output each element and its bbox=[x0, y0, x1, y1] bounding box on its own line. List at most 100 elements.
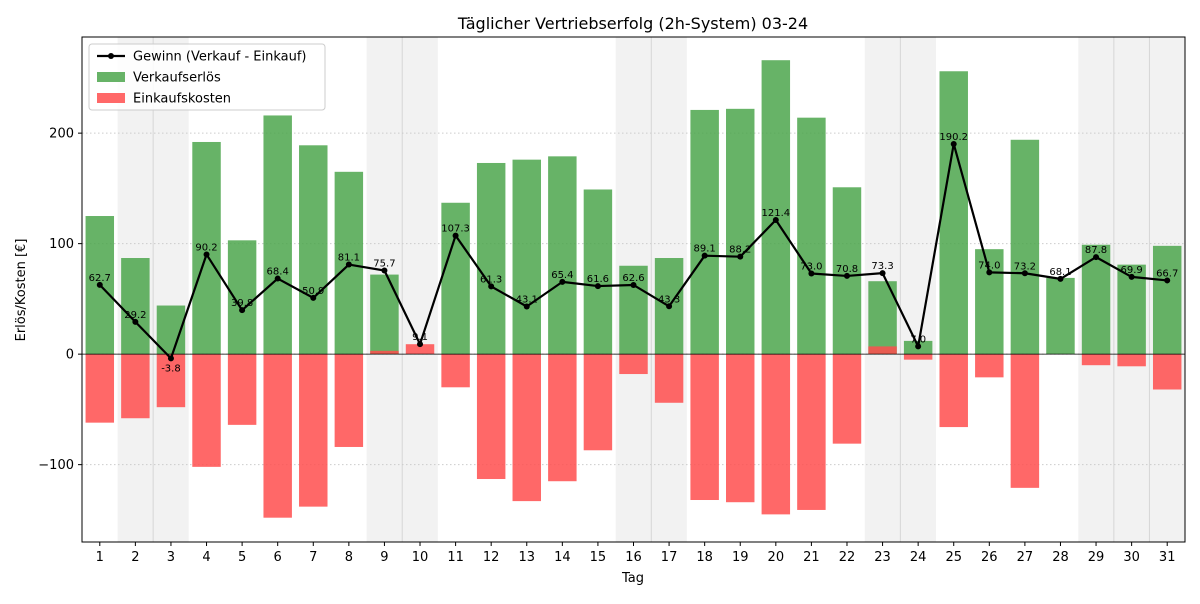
cost-bar bbox=[476, 354, 506, 480]
legend: Gewinn (Verkauf - Einkauf) Verkaufserlös E… bbox=[88, 43, 326, 111]
profit-marker bbox=[630, 281, 637, 288]
x-tick-label: 30 bbox=[1123, 550, 1140, 565]
x-tick-label: 26 bbox=[981, 550, 998, 565]
x-tick-label: 6 bbox=[274, 550, 282, 565]
revenue-bar bbox=[761, 60, 791, 355]
revenue-bar bbox=[548, 156, 577, 355]
profit-data-label: 190.2 bbox=[939, 132, 968, 143]
x-tick-label: 12 bbox=[483, 550, 500, 565]
x-tick-label: 10 bbox=[412, 550, 429, 565]
profit-data-label: 68.4 bbox=[267, 267, 289, 278]
cost-bar bbox=[726, 354, 755, 503]
profit-marker bbox=[345, 261, 352, 268]
bars bbox=[85, 60, 1182, 518]
y-tick-label: 100 bbox=[49, 237, 74, 252]
profit-marker bbox=[559, 278, 566, 285]
y-tick-label: −100 bbox=[38, 458, 74, 473]
cost-bar bbox=[405, 344, 435, 355]
profit-data-label: 9.1 bbox=[412, 332, 428, 343]
revenue-bar bbox=[832, 187, 862, 355]
profit-marker bbox=[666, 303, 673, 310]
x-tick-label: 14 bbox=[554, 550, 571, 565]
profit-marker bbox=[96, 281, 103, 288]
y-tick-label: 200 bbox=[49, 127, 74, 142]
profit-data-label: 70.8 bbox=[836, 264, 858, 275]
chart-title: Täglicher Vertriebserfolg (2h-System) 03… bbox=[457, 14, 808, 33]
profit-marker bbox=[167, 355, 174, 362]
legend-bar-swatch bbox=[97, 93, 125, 103]
profit-data-label: 74.0 bbox=[978, 260, 1000, 271]
x-axis-ticks: 1 2 3 4 5 6 7 8 9 10 11 12 13 14 15 16 17 18 19 20 21 22 23 24 2… bbox=[96, 542, 1176, 565]
profit-marker bbox=[132, 318, 139, 325]
x-tick-label: 23 bbox=[874, 550, 891, 565]
revenue-bar bbox=[1046, 277, 1075, 355]
cost-bar bbox=[1010, 354, 1040, 488]
revenue-bar bbox=[690, 109, 719, 355]
x-tick-label: 27 bbox=[1017, 550, 1034, 565]
cost-bar bbox=[868, 346, 897, 355]
legend-box bbox=[88, 43, 326, 111]
profit-marker bbox=[1093, 254, 1100, 261]
profit-data-label: 62.7 bbox=[89, 273, 111, 284]
x-tick-label: 8 bbox=[345, 550, 353, 565]
revenue-bar bbox=[512, 159, 541, 355]
profit-marker bbox=[737, 253, 744, 260]
profit-data-label: 68.1 bbox=[1049, 267, 1071, 278]
x-tick-label: 7 bbox=[309, 550, 317, 565]
revenue-bar bbox=[192, 141, 221, 355]
profit-data-label: 61.3 bbox=[480, 274, 502, 285]
profit-marker bbox=[452, 232, 459, 239]
profit-marker bbox=[986, 269, 993, 276]
revenue-bar bbox=[726, 108, 755, 355]
cost-bar bbox=[619, 354, 648, 375]
profit-data-label: 73.0 bbox=[800, 261, 822, 272]
revenue-bar bbox=[583, 189, 613, 355]
profit-marker bbox=[1057, 275, 1064, 282]
cost-bar bbox=[370, 350, 399, 355]
x-tick-label: 31 bbox=[1159, 550, 1176, 565]
x-tick-label: 28 bbox=[1052, 550, 1069, 565]
cost-bar bbox=[975, 354, 1004, 378]
profit-marker bbox=[808, 270, 815, 277]
cost-bar bbox=[192, 354, 221, 467]
profit-marker bbox=[417, 341, 424, 348]
revenue-bar bbox=[441, 202, 470, 355]
cost-bar bbox=[761, 354, 791, 515]
x-tick-label: 18 bbox=[696, 550, 713, 565]
profit-data-label: 43.1 bbox=[516, 295, 538, 306]
x-tick-label: 1 bbox=[96, 550, 104, 565]
x-tick-label: 29 bbox=[1088, 550, 1105, 565]
profit-marker bbox=[879, 270, 886, 277]
x-tick-label: 17 bbox=[661, 550, 678, 565]
x-tick-label: 19 bbox=[732, 550, 749, 565]
x-tick-label: 15 bbox=[590, 550, 607, 565]
legend-entry-label: Gewinn (Verkauf - Einkauf) bbox=[133, 50, 306, 65]
x-tick-label: 21 bbox=[803, 550, 820, 565]
revenue-bar bbox=[975, 249, 1004, 355]
x-tick-label: 3 bbox=[167, 550, 175, 565]
cost-bar bbox=[1117, 354, 1146, 367]
profit-marker bbox=[203, 251, 210, 258]
revenue-bar bbox=[1152, 245, 1182, 355]
profit-marker bbox=[843, 272, 850, 279]
cost-bar bbox=[227, 354, 257, 425]
profit-marker bbox=[701, 252, 708, 259]
profit-data-label: 87.8 bbox=[1085, 245, 1107, 256]
profit-data-label: 69.9 bbox=[1120, 265, 1142, 276]
cost-bar bbox=[85, 354, 115, 423]
profit-data-label: 88.2 bbox=[729, 245, 751, 256]
x-tick-label: 9 bbox=[380, 550, 388, 565]
legend-entry-label: Verkaufserlös bbox=[133, 71, 221, 86]
shaded-day-band bbox=[900, 37, 936, 542]
cost-bar bbox=[512, 354, 541, 502]
profit-data-label: 73.2 bbox=[1014, 261, 1036, 272]
cost-bar bbox=[548, 354, 577, 482]
shaded-day-band bbox=[402, 37, 438, 542]
profit-marker bbox=[274, 275, 281, 282]
cost-bar bbox=[797, 354, 826, 510]
profit-marker bbox=[1164, 277, 1171, 284]
cost-bar bbox=[121, 354, 150, 419]
y-axis-ticks: −100 0 100 200 bbox=[38, 127, 82, 473]
profit-marker bbox=[772, 216, 779, 223]
